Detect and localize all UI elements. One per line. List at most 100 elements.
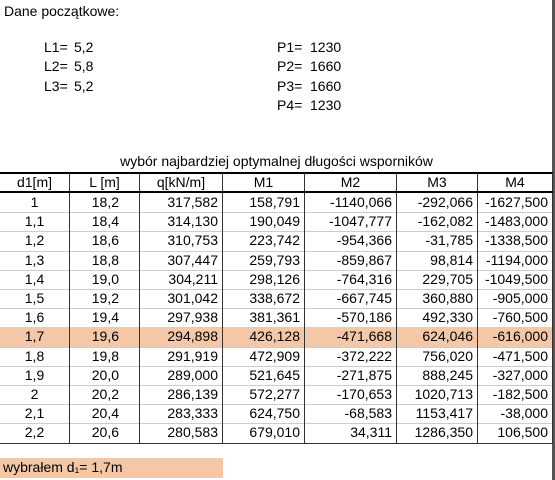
table-cell: 314,130 (140, 212, 223, 232)
table-cell: -327,000 (478, 365, 553, 385)
table-cell: 307,447 (140, 250, 223, 270)
table-cell: 381,361 (223, 308, 305, 328)
table-cell: -616,000 (478, 327, 553, 347)
table-cell: -292,066 (397, 193, 478, 213)
input-label: L3= (44, 77, 68, 94)
footer-note: wybrałem d₁= 1,7m (0, 458, 223, 478)
table-cell: 286,139 (140, 385, 223, 405)
table-cell: 19,2 (70, 289, 140, 309)
table-cell: 1,5 (0, 289, 70, 309)
table-cell: -38,000 (478, 404, 553, 424)
table-cell: 19,8 (70, 346, 140, 366)
table-cell: 158,791 (223, 193, 305, 213)
table-cell: -1049,500 (478, 269, 553, 289)
window-edge (552, 0, 555, 480)
table-cell: -954,366 (305, 231, 397, 251)
input-label: L1= (44, 39, 68, 55)
table-cell: 291,919 (140, 346, 223, 366)
table-cell: 338,672 (223, 289, 305, 309)
table-cell: -764,316 (305, 269, 397, 289)
table-cell: 1286,350 (397, 423, 478, 443)
table-cell: 190,049 (223, 212, 305, 232)
table-cell: -162,082 (397, 212, 478, 232)
table-cell: 98,814 (397, 250, 478, 270)
row-line (0, 269, 553, 271)
input-value: 5,2 (74, 39, 94, 55)
row-line (0, 308, 553, 310)
column-header: M1 (223, 173, 305, 192)
table-cell: 20,2 (70, 385, 140, 405)
table-cell: -471,668 (305, 327, 397, 347)
row-line (0, 404, 553, 406)
table-cell: 20,0 (70, 365, 140, 385)
input-value: 1660 (310, 58, 342, 75)
table-cell: 1,9 (0, 365, 70, 385)
table-cell: 492,330 (397, 308, 478, 328)
table-cell: 756,020 (397, 346, 478, 366)
input-label: P4= (277, 96, 303, 113)
row-line (0, 289, 553, 290)
table-cell: -1047,777 (305, 212, 397, 232)
table-cell: -182,500 (478, 385, 553, 405)
table-cell: 294,898 (140, 327, 223, 347)
table-cell: 888,245 (397, 365, 478, 385)
table-cell: 624,750 (223, 404, 305, 424)
table-cell: 2,1 (0, 404, 70, 424)
row-line (0, 231, 553, 233)
table-cell: 360,880 (397, 289, 478, 309)
row-line (0, 212, 553, 214)
table-cell: -667,745 (305, 289, 397, 309)
column-header: L [m] (70, 173, 140, 192)
table-cell: -170,653 (305, 385, 397, 405)
table-cell: -1338,500 (478, 231, 553, 251)
column-header: M2 (305, 173, 397, 192)
input-value: 1230 (310, 39, 342, 55)
table-cell: 18,8 (70, 250, 140, 270)
table-cell: 297,938 (140, 308, 223, 328)
table-cell: -570,186 (305, 308, 397, 328)
table-cell: 679,010 (223, 423, 305, 443)
table-cell: 2 (0, 385, 70, 405)
table-cell: 304,211 (140, 269, 223, 289)
row-line (0, 346, 553, 348)
column-header: M3 (397, 173, 478, 192)
table-cell: -905,000 (478, 289, 553, 309)
table-cell: 19,4 (70, 308, 140, 328)
input-label: L2= (44, 58, 68, 75)
table-cell: 317,582 (140, 193, 223, 213)
table-cell: 1,3 (0, 250, 70, 270)
table-cell: 1,8 (0, 346, 70, 366)
table-cell: 18,4 (70, 212, 140, 232)
table-cell: -68,583 (305, 404, 397, 424)
table-cell: 283,333 (140, 404, 223, 424)
table-cell: 19,6 (70, 327, 140, 347)
row-line (0, 385, 553, 386)
table-cell: 1153,417 (397, 404, 478, 424)
row-line (0, 442, 553, 444)
table-cell: 310,753 (140, 231, 223, 251)
table-title: wybór najbardziej optymalnej długości ws… (120, 153, 433, 169)
table-cell: 472,909 (223, 346, 305, 366)
table-cell: -859,867 (305, 250, 397, 270)
table-cell: -1140,066 (305, 193, 397, 213)
table-cell: 426,128 (223, 327, 305, 347)
table-cell: 1020,713 (397, 385, 478, 405)
table-cell: -471,500 (478, 346, 553, 366)
table-cell: -271,875 (305, 365, 397, 385)
table-cell: -1194,000 (478, 250, 553, 270)
table-cell: 20,4 (70, 404, 140, 424)
table-cell: 289,000 (140, 365, 223, 385)
table-cell: 1,6 (0, 308, 70, 328)
row-line (0, 250, 553, 252)
table-cell: -372,222 (305, 346, 397, 366)
title: Dane początkowe: (4, 3, 120, 19)
table-cell: 301,042 (140, 289, 223, 309)
table-cell: 1 (0, 193, 70, 213)
input-label: P2= (277, 58, 303, 75)
table-cell: 229,705 (397, 269, 478, 289)
input-value: 5,2 (74, 77, 94, 94)
table-cell: -31,785 (397, 231, 478, 251)
table-cell: 2,2 (0, 423, 70, 443)
table-cell: 572,277 (223, 385, 305, 405)
